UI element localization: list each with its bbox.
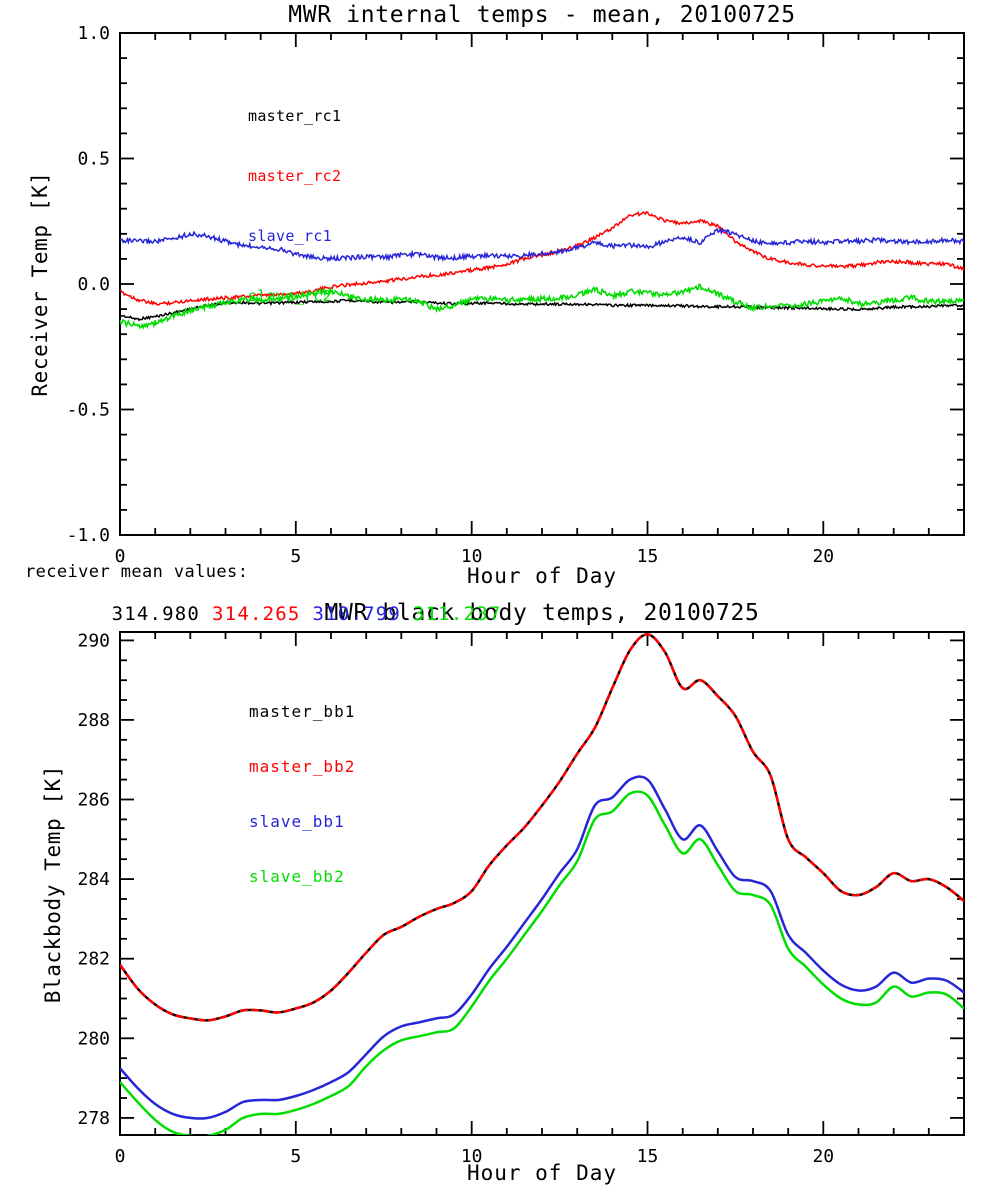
mean-value-master-rc1: 314.980 — [111, 603, 201, 625]
legend-entry-slave-bb1: slave_bb1 — [249, 812, 345, 832]
blackbody-temps-panel: 0 5 10 15 20 278 280 282 284 286 288 290 — [77, 630, 965, 1167]
top-x-axis-label: Hour of Day — [466, 564, 618, 588]
x-tick-label: 10 — [461, 1146, 483, 1167]
y-tick-label: 278 — [77, 1108, 110, 1129]
bottom-chart-title: MWR black body temps, 20100725 — [324, 600, 760, 626]
curve-master_rc1 — [120, 297, 964, 322]
y-tick-label: 284 — [77, 869, 110, 890]
y-tick-label: 288 — [77, 710, 110, 731]
mean-value-slave-rc1: 310.799 — [312, 603, 402, 625]
x-tick-label: 10 — [461, 546, 483, 567]
receiver-temps-curves — [120, 210, 964, 330]
legend-entry-master-bb2: master_bb2 — [249, 757, 356, 777]
blackbody-temps-curves — [120, 633, 964, 1135]
bottom-x-axis-label: Hour of Day — [466, 1161, 618, 1185]
x-tick-label: 0 — [115, 546, 126, 567]
y-tick-label: 282 — [77, 949, 110, 970]
y-tick-label: 0.5 — [77, 149, 110, 170]
x-tick-label: 20 — [812, 546, 834, 567]
y-tick-label: 290 — [77, 630, 110, 651]
receiver-temps-frame — [119, 32, 965, 536]
x-tick-label: 5 — [290, 1146, 301, 1167]
y-tick-label: 1.0 — [77, 23, 110, 44]
receiver-mean-values: 314.980 314.265 310.799 311.237 — [61, 586, 514, 643]
blackbody-temps-ticks — [119, 632, 965, 1135]
top-y-axis-label: Receiver Temp [K] — [28, 171, 52, 397]
top-chart-legend: master_rc1 master_rc2 slave_rc1 slave_rc… — [248, 66, 341, 346]
x-tick-label: 20 — [812, 1146, 834, 1167]
legend-entry-master-rc1: master_rc1 — [248, 107, 342, 125]
x-tick-label: 5 — [290, 546, 301, 567]
y-tick-label: 280 — [77, 1028, 110, 1049]
blackbody-temps-frame — [119, 631, 965, 1136]
curve-master_bb2 — [120, 633, 964, 1022]
curve-slave_bb1 — [120, 775, 964, 1120]
receiver-temps-ticks — [119, 32, 965, 536]
bottom-chart-legend: master_bb1 master_bb2 slave_bb1 slave_bb… — [249, 666, 355, 924]
curve-slave_rc1 — [120, 226, 964, 263]
curve-master_bb1 — [120, 633, 964, 1022]
y-tick-label: 286 — [77, 790, 110, 811]
curve-slave_rc2 — [120, 283, 964, 330]
x-tick-label: 15 — [637, 546, 659, 567]
legend-entry-slave-rc1: slave_rc1 — [248, 227, 332, 245]
x-tick-label: 0 — [115, 1146, 126, 1167]
curve-slave_bb2 — [120, 790, 964, 1135]
bottom-y-axis-label: Blackbody Temp [K] — [41, 764, 65, 1004]
legend-entry-slave-rc2: slave_rc2 — [248, 287, 332, 305]
curve-master_rc2 — [120, 210, 964, 306]
mean-value-slave-rc2: 311.237 — [413, 603, 502, 625]
legend-entry-slave-bb2: slave_bb2 — [249, 867, 345, 887]
blackbody-temps-tick-labels: 0 5 10 15 20 278 280 282 284 286 288 290 — [77, 630, 834, 1167]
receiver-temps-tick-labels: 0 5 10 15 20 -1.0 -0.5 0.0 0.5 1.0 — [67, 23, 835, 567]
y-tick-label: 0.0 — [77, 274, 110, 295]
legend-entry-master-rc2: master_rc2 — [248, 167, 342, 185]
receiver-temps-panel: 0 5 10 15 20 -1.0 -0.5 0.0 0.5 1.0 — [67, 23, 965, 567]
legend-entry-master-bb1: master_bb1 — [249, 701, 356, 721]
y-tick-label: -0.5 — [67, 400, 110, 421]
y-tick-label: -1.0 — [67, 525, 110, 546]
x-tick-label: 15 — [637, 1146, 659, 1167]
top-chart-title: MWR internal temps - mean, 20100725 — [288, 2, 796, 28]
mean-value-master-rc2: 314.265 — [212, 603, 301, 625]
receiver-mean-values-label: receiver mean values: — [25, 562, 249, 582]
